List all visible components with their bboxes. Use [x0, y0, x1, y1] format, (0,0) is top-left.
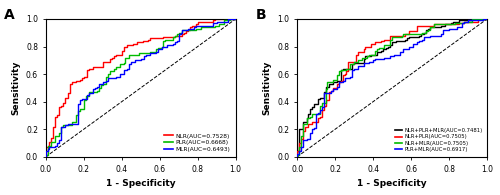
- Legend: NLR(AUC=0.7528), PLR(AUC=0.6668), MLR(AUC=0.6493): NLR(AUC=0.7528), PLR(AUC=0.6668), MLR(AU…: [162, 131, 233, 154]
- Text: B: B: [256, 8, 266, 22]
- Text: A: A: [4, 8, 14, 22]
- Legend: NLR+PLR+MLR(AUC=0.7481), NLR+PLR(AUC=0.7505), NLR+MLR(AUC=0.7505), PLR+MLR(AUC=0: NLR+PLR+MLR(AUC=0.7481), NLR+PLR(AUC=0.7…: [392, 126, 484, 154]
- X-axis label: 1 - Specificity: 1 - Specificity: [106, 179, 176, 188]
- X-axis label: 1 - Specificity: 1 - Specificity: [358, 179, 427, 188]
- Y-axis label: Sensitivity: Sensitivity: [12, 61, 20, 115]
- Y-axis label: Sensitivity: Sensitivity: [263, 61, 272, 115]
